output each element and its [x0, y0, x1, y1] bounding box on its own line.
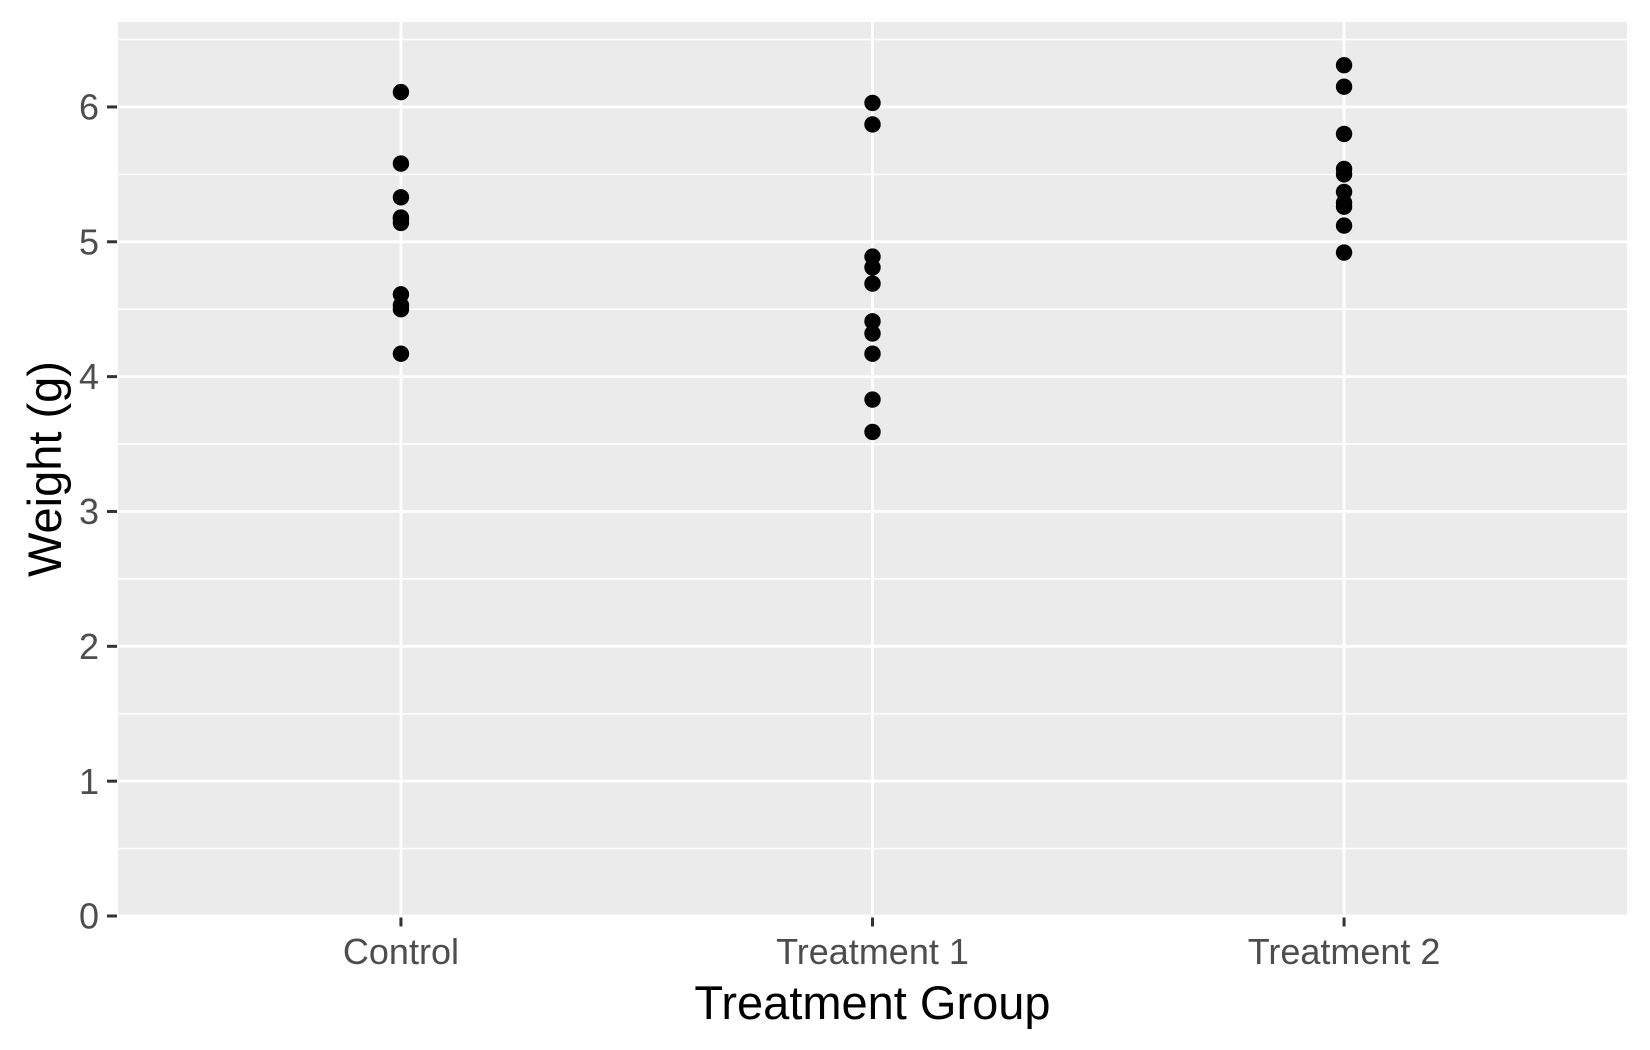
gridlines [118, 22, 1627, 916]
y-tick-label: 4 [79, 356, 99, 397]
data-point [392, 345, 410, 362]
data-point [392, 155, 410, 172]
data-point [864, 116, 881, 133]
y-tick-label: 0 [79, 896, 99, 937]
y-axis-title: Weight (g) [18, 361, 71, 577]
data-point [864, 94, 881, 112]
data-point [1335, 78, 1353, 95]
data-point [1335, 198, 1353, 215]
data-point [864, 423, 881, 441]
x-axis-title: Treatment Group [694, 976, 1050, 1029]
data-point [1335, 244, 1353, 261]
data-point [1335, 56, 1353, 74]
x-tick-label: Treatment 2 [1248, 931, 1441, 972]
y-tick-label: 3 [79, 491, 99, 532]
data-point [1335, 217, 1353, 234]
data-point [392, 296, 410, 314]
y-tick-label: 5 [79, 221, 99, 262]
data-points [392, 56, 1353, 441]
x-tick-label: Treatment 1 [776, 931, 969, 972]
data-point [864, 325, 881, 342]
data-point [1335, 125, 1353, 143]
data-point [392, 83, 410, 101]
y-tick-label: 1 [79, 761, 99, 802]
data-point [392, 189, 410, 206]
y-tick-label: 2 [79, 626, 99, 667]
axis-tick-labels: 0 1 2 3 4 5 6 Control Treatment 1 Treatment 2 [79, 87, 1440, 972]
x-tick-label: Control [343, 931, 459, 972]
data-point [864, 391, 881, 408]
data-point [1335, 166, 1353, 183]
data-point [864, 275, 881, 292]
data-point [864, 313, 881, 330]
data-point [392, 214, 410, 232]
axis-ticks [107, 105, 1346, 927]
y-tick-label: 6 [79, 87, 99, 128]
data-point [864, 345, 881, 362]
data-point [864, 248, 881, 265]
